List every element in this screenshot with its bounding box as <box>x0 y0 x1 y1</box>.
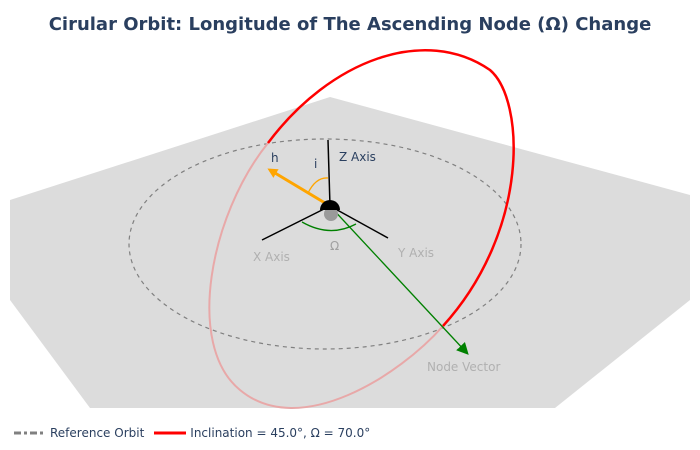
dashed-line-swatch-icon <box>14 431 46 435</box>
central-body-shadow <box>324 207 338 221</box>
x-axis-label: X Axis <box>253 250 290 264</box>
inclination-arc <box>307 177 329 194</box>
h-label: h <box>271 151 279 165</box>
i-label: i <box>314 157 317 171</box>
inclined-orbit-front <box>266 48 515 327</box>
legend-item-reference-orbit[interactable]: Reference Orbit <box>14 426 144 440</box>
solid-line-swatch-icon <box>154 431 187 435</box>
y-axis-label: Y Axis <box>397 246 434 260</box>
legend-item-inclined-orbit[interactable]: Inclination = 45.0°, Ω = 70.0° <box>154 426 370 440</box>
node-vector-label: Node Vector <box>427 360 500 374</box>
reference-orbit <box>128 138 522 350</box>
z-axis-label: Z Axis <box>339 150 376 164</box>
inclined-orbit-back <box>208 142 444 409</box>
reference-plane <box>10 97 690 408</box>
y-axis-line <box>329 205 389 239</box>
central-body <box>320 200 340 210</box>
omega-label: Ω <box>330 239 339 253</box>
orbit-diagram[interactable]: h i Z Axis X Axis Ω Y Axis Node Vector <box>0 0 700 420</box>
node-vector <box>329 205 469 355</box>
z-axis-line <box>327 139 331 207</box>
h-vector <box>267 168 331 208</box>
legend-label-inclined-orbit: Inclination = 45.0°, Ω = 70.0° <box>190 426 371 440</box>
legend-label-reference-orbit: Reference Orbit <box>50 426 145 440</box>
legend: Reference Orbit Inclination = 45.0°, Ω =… <box>14 426 380 440</box>
chart-title: Cirular Orbit: Longitude of The Ascendin… <box>48 14 652 35</box>
x-axis-line <box>261 205 331 241</box>
omega-arc <box>301 221 357 232</box>
